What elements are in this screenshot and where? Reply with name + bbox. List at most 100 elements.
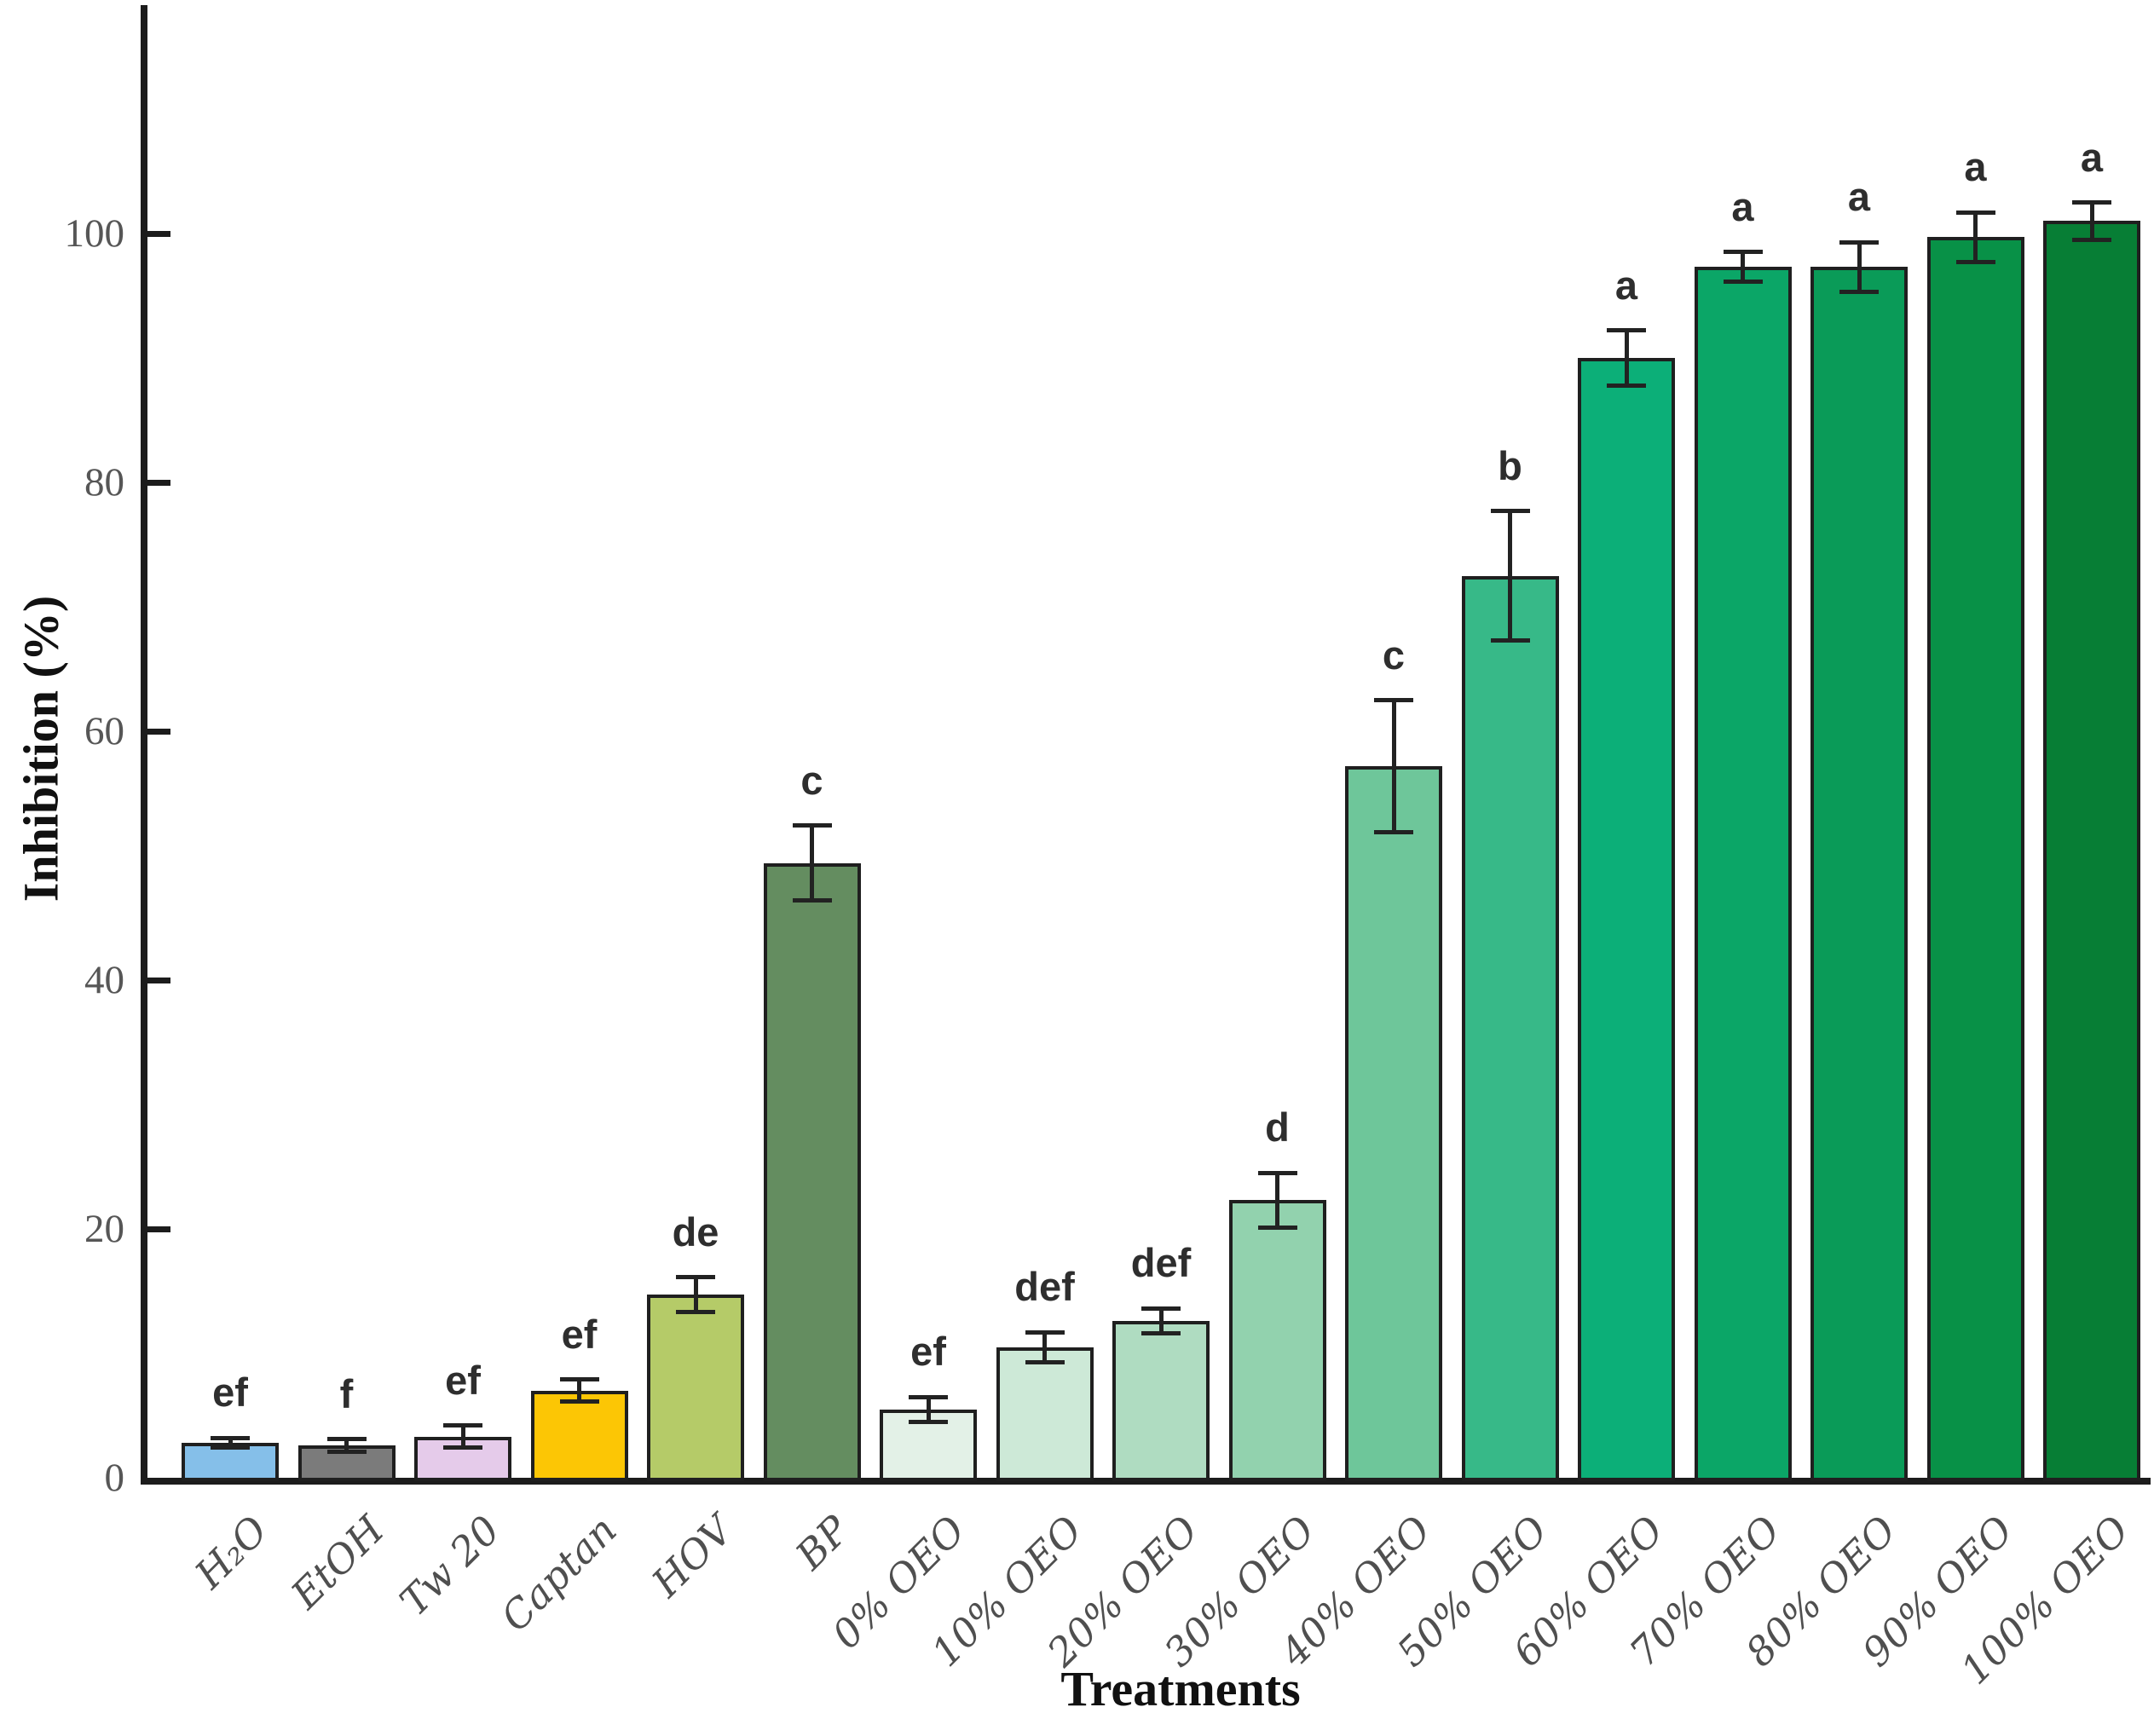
error-bar-cap (1374, 698, 1413, 702)
error-bar (810, 825, 814, 901)
error-bar (228, 1438, 233, 1448)
bar-30%-oeo (1228, 1200, 1326, 1481)
error-bar-cap (1955, 210, 1995, 215)
significance-letter: c (800, 757, 823, 803)
error-bar-cap (1955, 260, 1995, 265)
bar-captan (530, 1390, 628, 1481)
significance-letter: a (1614, 262, 1638, 308)
error-bar (1741, 251, 1745, 282)
significance-letter: a (1847, 174, 1871, 220)
bar-hov (647, 1295, 744, 1481)
error-bar-cap (1025, 1329, 1065, 1335)
error-bar (344, 1439, 349, 1452)
error-bar-cap (559, 1399, 599, 1404)
bar-20%-oeo (1112, 1321, 1210, 1481)
bar-bp (763, 862, 861, 1481)
x-tick-label: Captan (491, 1507, 626, 1641)
x-axis-baseline (141, 1478, 2151, 1485)
significance-letter: a (2080, 134, 2104, 180)
y-tick-mark (147, 1226, 170, 1232)
significance-letter: ef (445, 1357, 481, 1403)
error-bar (693, 1277, 698, 1312)
error-bar-cap (792, 823, 832, 828)
significance-letter: b (1498, 442, 1522, 488)
error-bar-cap (1490, 509, 1530, 514)
bar-10%-oeo (996, 1347, 1094, 1481)
significance-letter: d (1265, 1104, 1290, 1151)
error-bar-cap (443, 1445, 482, 1451)
significance-letter: ef (910, 1329, 946, 1375)
significance-letter: a (1964, 144, 1987, 190)
error-bar-cap (326, 1449, 367, 1454)
bar-70%-oeo (1694, 267, 1792, 1481)
significance-letter: ef (561, 1311, 598, 1357)
error-bar (1275, 1173, 1279, 1228)
y-tick-label: 100 (64, 211, 125, 256)
error-bar-cap (792, 898, 832, 903)
error-bar-cap (676, 1310, 715, 1315)
bar-40%-oeo (1345, 765, 1442, 1481)
error-bar (1508, 510, 1512, 641)
error-bar-cap (1374, 829, 1413, 834)
error-bar-cap (1839, 239, 1879, 245)
x-tick-label: BP (786, 1507, 858, 1578)
bar-50%-oeo (1461, 575, 1559, 1481)
error-bar-cap (1723, 250, 1763, 255)
error-bar (1857, 242, 1862, 292)
error-bar-cap (1141, 1331, 1181, 1336)
error-bar-cap (326, 1437, 367, 1442)
error-bar-cap (2072, 200, 2111, 205)
error-bar-cap (443, 1423, 482, 1428)
error-bar (2089, 202, 2094, 240)
significance-letter: de (672, 1208, 719, 1254)
x-tick-label: HOV (643, 1507, 742, 1606)
error-bar-cap (211, 1435, 250, 1440)
y-tick-label: 60 (84, 709, 124, 753)
x-tick-label: EtOH (281, 1507, 393, 1618)
error-bar-cap (211, 1445, 250, 1451)
y-tick-label: 80 (84, 460, 124, 505)
bar-90%-oeo (1926, 237, 2024, 1481)
x-axis-title: Treatments (1060, 1661, 1301, 1716)
error-bar (926, 1397, 931, 1422)
bar-80%-oeo (1810, 267, 1908, 1481)
y-tick-mark (147, 978, 170, 983)
error-bar (460, 1425, 465, 1448)
y-tick-mark (147, 480, 170, 486)
error-bar-cap (559, 1377, 599, 1382)
significance-letter: a (1731, 183, 1754, 229)
error-bar-cap (2072, 237, 2111, 242)
error-bar-cap (1490, 637, 1530, 643)
error-bar-cap (1257, 1226, 1297, 1231)
error-bar-cap (1607, 383, 1646, 388)
error-bar (1042, 1332, 1047, 1363)
error-bar-cap (1141, 1306, 1181, 1311)
error-bar-cap (1607, 328, 1646, 333)
bar-60%-oeo (1578, 358, 1675, 1481)
significance-letter: f (339, 1370, 354, 1416)
y-tick-label: 20 (84, 1207, 124, 1251)
bar-100%-oeo (2043, 221, 2140, 1481)
error-bar-cap (1839, 290, 1879, 295)
error-bar-cap (1723, 280, 1763, 285)
y-tick-label: 0 (104, 1456, 125, 1500)
significance-letter: c (1382, 632, 1406, 678)
y-axis-spine (141, 5, 147, 1485)
error-bar (1158, 1308, 1164, 1334)
y-tick-label: 40 (84, 958, 124, 1002)
error-bar-cap (1257, 1170, 1297, 1175)
error-bar-cap (1025, 1359, 1065, 1364)
error-bar (1391, 700, 1396, 833)
significance-letter: ef (212, 1370, 248, 1416)
significance-letter: def (1130, 1240, 1192, 1286)
error-bar-cap (676, 1275, 715, 1280)
y-tick-mark (147, 729, 170, 735)
x-tick-label: H₂O (185, 1507, 277, 1598)
significance-letter: def (1014, 1264, 1075, 1310)
error-bar (577, 1379, 581, 1402)
error-bar (1624, 330, 1629, 386)
error-bar (1973, 212, 1978, 262)
error-bar-cap (909, 1419, 948, 1424)
y-tick-mark (147, 231, 170, 237)
